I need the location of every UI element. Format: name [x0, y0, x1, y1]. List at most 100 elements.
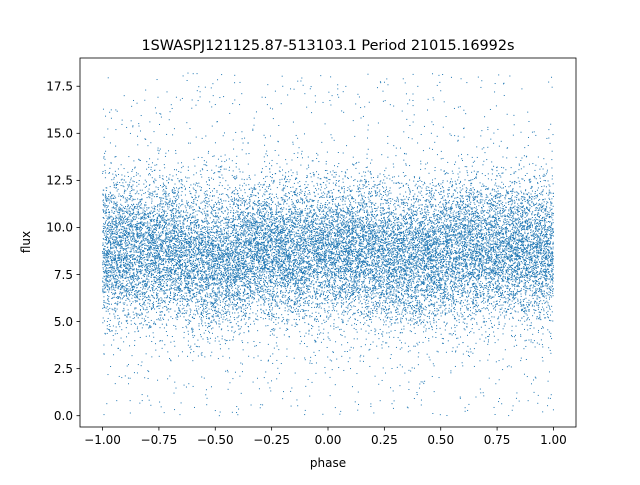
scatter-point: [276, 229, 278, 231]
scatter-point: [186, 268, 188, 270]
scatter-point: [232, 378, 234, 380]
scatter-point: [453, 200, 455, 202]
scatter-point: [275, 225, 277, 227]
scatter-point: [460, 293, 462, 295]
scatter-point: [288, 251, 290, 253]
scatter-point: [369, 272, 371, 274]
scatter-point: [203, 231, 205, 233]
scatter-point: [252, 247, 254, 249]
scatter-point: [354, 266, 356, 268]
scatter-point: [137, 297, 139, 299]
scatter-point: [521, 209, 523, 211]
scatter-point: [119, 326, 121, 328]
scatter-point: [533, 175, 535, 177]
scatter-point: [475, 254, 477, 256]
scatter-point: [160, 232, 162, 234]
scatter-point: [205, 205, 207, 207]
scatter-point: [398, 204, 400, 206]
scatter-point: [360, 245, 362, 247]
scatter-point: [442, 180, 444, 182]
scatter-point: [131, 105, 133, 107]
scatter-point: [167, 267, 169, 269]
scatter-point: [181, 204, 183, 206]
scatter-point: [304, 219, 306, 221]
scatter-point: [512, 218, 514, 220]
scatter-point: [516, 219, 518, 221]
scatter-point: [210, 228, 212, 230]
scatter-point: [392, 262, 394, 264]
scatter-point: [433, 266, 435, 268]
scatter-point: [377, 236, 379, 238]
scatter-point: [415, 265, 417, 267]
scatter-point: [463, 289, 465, 291]
scatter-point: [174, 225, 176, 227]
scatter-point: [180, 255, 182, 257]
scatter-point: [155, 271, 157, 273]
scatter-point: [349, 303, 350, 305]
scatter-point: [395, 237, 397, 239]
scatter-point: [395, 311, 397, 313]
scatter-point: [423, 313, 425, 315]
scatter-point: [546, 241, 548, 243]
scatter-point: [413, 323, 415, 325]
scatter-point: [119, 281, 121, 283]
scatter-point: [371, 284, 373, 286]
scatter-point: [388, 271, 390, 273]
scatter-point: [169, 278, 171, 280]
scatter-point: [151, 170, 153, 172]
scatter-point: [431, 285, 433, 287]
scatter-point: [112, 233, 114, 235]
scatter-point: [411, 138, 413, 140]
scatter-point: [536, 215, 538, 217]
scatter-point: [265, 153, 267, 155]
scatter-point: [388, 336, 390, 338]
scatter-point: [500, 267, 502, 269]
scatter-point: [487, 272, 489, 274]
scatter-point: [181, 271, 183, 273]
scatter-point: [305, 293, 307, 294]
scatter-point: [276, 225, 278, 227]
scatter-point: [447, 247, 449, 249]
scatter-point: [197, 339, 199, 341]
scatter-point: [516, 258, 518, 260]
scatter-point: [403, 201, 405, 203]
scatter-point: [130, 120, 132, 122]
scatter-point: [551, 212, 553, 214]
scatter-point: [325, 275, 327, 277]
scatter-point: [319, 257, 321, 259]
scatter-point: [174, 226, 176, 228]
scatter-point: [189, 290, 191, 292]
scatter-point: [324, 253, 326, 255]
scatter-point: [361, 306, 363, 308]
scatter-point: [167, 218, 169, 220]
scatter-point: [426, 214, 428, 216]
scatter-point: [371, 290, 373, 292]
scatter-point: [352, 163, 354, 165]
scatter-point: [516, 243, 518, 245]
scatter-point: [317, 245, 319, 247]
scatter-point: [298, 287, 300, 289]
scatter-point: [350, 254, 352, 256]
scatter-point: [338, 243, 340, 245]
scatter-point: [224, 339, 226, 341]
scatter-point: [204, 198, 206, 200]
scatter-point: [543, 310, 545, 312]
scatter-point: [277, 269, 279, 271]
scatter-point: [332, 217, 334, 219]
scatter-point: [271, 313, 273, 315]
scatter-point: [413, 114, 415, 116]
scatter-point: [454, 365, 456, 367]
scatter-point: [295, 244, 297, 246]
scatter-point: [551, 305, 553, 307]
scatter-point: [494, 272, 496, 274]
scatter-point: [367, 293, 369, 295]
scatter-point: [342, 237, 344, 239]
scatter-point: [381, 231, 383, 233]
scatter-point: [333, 325, 335, 327]
scatter-point: [121, 216, 123, 218]
scatter-point: [160, 319, 162, 321]
scatter-point: [180, 280, 182, 282]
scatter-point: [188, 234, 190, 236]
scatter-point: [427, 214, 429, 216]
scatter-point: [149, 269, 151, 271]
